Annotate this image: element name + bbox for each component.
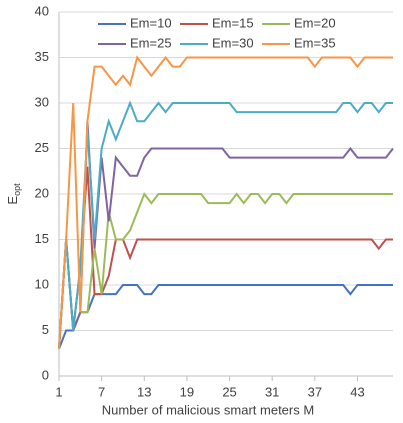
legend-label: Em=10 — [130, 15, 172, 30]
x-tick-label: 25 — [222, 384, 236, 399]
y-axis-label-main: E — [5, 196, 20, 205]
y-axis-label: Eopt — [5, 183, 22, 205]
legend-label: Em=35 — [294, 35, 336, 50]
series-line — [58, 55, 393, 349]
legend-label: Em=30 — [212, 35, 254, 50]
y-tick-label: 20 — [35, 185, 49, 200]
legend-label: Em=15 — [212, 15, 254, 30]
x-tick-label: 7 — [98, 384, 105, 399]
x-tick-label: 19 — [180, 384, 194, 399]
series-line — [58, 121, 394, 349]
y-axis-label-sub: opt — [12, 183, 22, 196]
series-line — [58, 192, 393, 349]
x-tick-label: 31 — [265, 384, 279, 399]
y-tick-label: 0 — [42, 367, 49, 382]
x-tick-label: 37 — [308, 384, 322, 399]
y-tick-label: 25 — [35, 140, 49, 155]
x-tick-label: 13 — [137, 384, 151, 399]
legend-label: Em=25 — [130, 35, 172, 50]
y-tick-label: 5 — [42, 322, 49, 337]
x-tick-label: 1 — [55, 384, 62, 399]
legend-label: Em=20 — [294, 15, 336, 30]
y-tick-label: 30 — [35, 94, 49, 109]
series-line — [58, 100, 393, 349]
y-tick-label: 40 — [35, 3, 49, 18]
x-tick-label: 43 — [350, 384, 364, 399]
y-tick-label: 35 — [35, 49, 49, 64]
x-axis-label: Number of malicious smart meters M — [102, 402, 314, 417]
y-tick-label: 15 — [35, 231, 49, 246]
series-line — [58, 166, 393, 349]
y-tick-label: 10 — [35, 276, 49, 291]
series-line — [58, 284, 393, 350]
